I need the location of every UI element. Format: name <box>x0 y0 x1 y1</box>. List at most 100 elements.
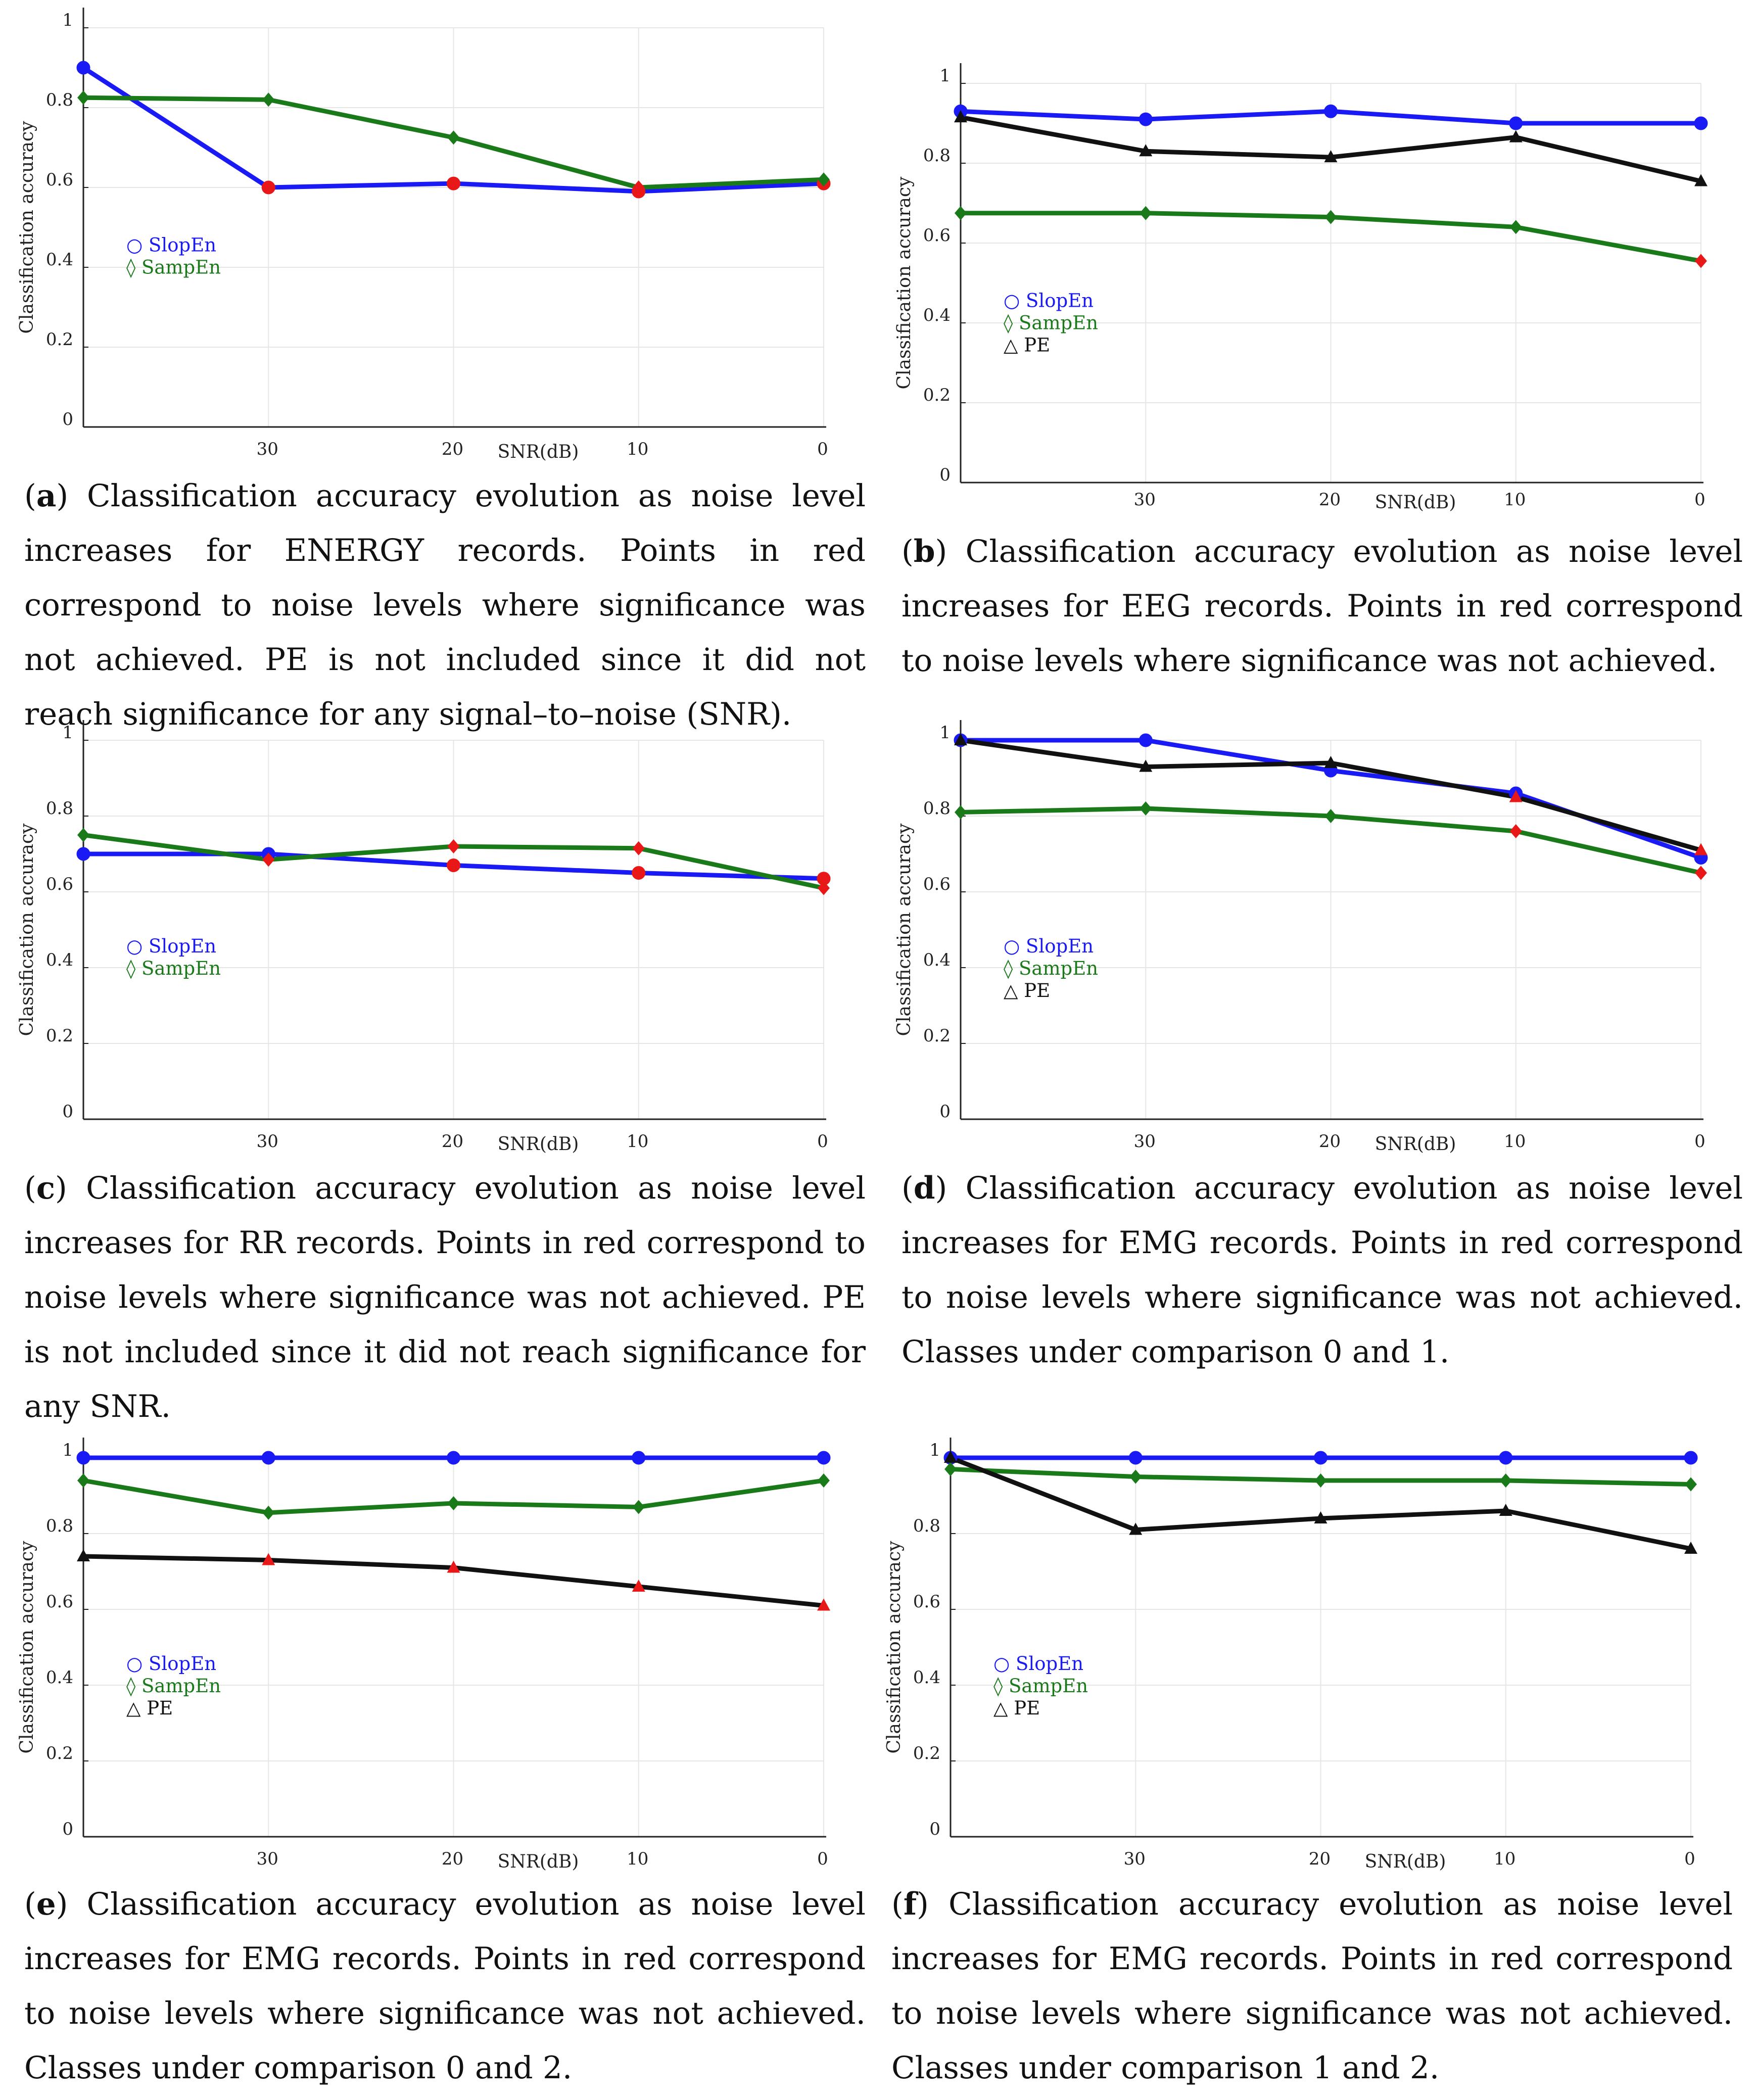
chart-c-ytick-label: 0.8 <box>46 798 73 819</box>
caption-d-label: d <box>913 1170 935 1206</box>
chart-a-xtick-label: 30 <box>257 439 278 459</box>
chart-f-series-slopen-point <box>1128 1451 1143 1465</box>
chart-panel-d: 0 0.2 0.4 0.6 0.8 1 30 20 10 0 SNR(dB) Classificati… <box>877 707 1755 1157</box>
chart-f-ytick-label: 0.8 <box>913 1516 940 1536</box>
caption-d-text: Classification accuracy evolution as noi… <box>902 1170 1743 1370</box>
chart-a: 0 0.2 0.4 0.6 0.8 1 30 20 10 0 SNR(dB) Classificati… <box>17 8 831 462</box>
chart-d-series-sampen-point <box>1509 824 1522 838</box>
chart-e-ytick-label: 0 <box>62 1819 73 1839</box>
chart-b-ytick-label: 0.8 <box>923 146 951 166</box>
chart-b-legend-pe: △ PE <box>1004 334 1050 356</box>
chart-d-series-pe-point <box>1694 843 1707 855</box>
chart-c-ytick-label: 0.6 <box>46 874 73 894</box>
chart-d-legend-sampen: ◊ SampEn <box>1004 958 1098 979</box>
chart-b-series-sampen-point <box>955 206 967 220</box>
caption-a-label: a <box>36 478 57 514</box>
chart-a-legend-sampen: ◊ SampEn <box>126 256 221 278</box>
chart-a-series-sampen-point <box>632 180 645 195</box>
chart-f-series-slopen-point <box>1684 1451 1698 1465</box>
chart-f-ytick-label: 0.2 <box>913 1743 940 1763</box>
chart-a-ytick-label: 0 <box>62 409 73 429</box>
chart-b-series-slopen-point <box>1509 116 1523 130</box>
chart-f: 0 0.2 0.4 0.6 0.8 1 30 20 10 0 SNR(dB) Classificati… <box>884 1438 1698 1872</box>
chart-e-series-sampen-point <box>818 1473 830 1488</box>
chart-b-series-pe-point <box>954 110 967 123</box>
caption-b: (b) Classification accuracy evolution as… <box>902 534 1743 679</box>
chart-b-series-sampen-point <box>1140 206 1152 220</box>
chart-c-xtick-label: 10 <box>627 1131 648 1152</box>
chart-a-ytick-label: 0.4 <box>46 250 73 270</box>
caption-c: (c) Classification accuracy evolution as… <box>24 1170 866 1424</box>
chart-b-series-pe-point <box>1139 144 1153 157</box>
chart-d-series-pe-point <box>1139 759 1153 772</box>
chart-d-ylabel: Classification accuracy <box>894 823 915 1036</box>
chart-c-xtick-label: 30 <box>257 1131 278 1152</box>
chart-c-series-sampen-point <box>262 852 275 867</box>
chart-d-series-slopen-point <box>1139 733 1153 747</box>
chart-c-series-sampen-point <box>77 828 89 842</box>
chart-e-series-slopen-point <box>817 1451 831 1465</box>
chart-b-ytick-label: 0 <box>939 465 951 485</box>
chart-f-series-pe-point <box>1684 1542 1697 1554</box>
chart-e-ylabel: Classification accuracy <box>17 1541 37 1754</box>
chart-a-ylabel: Classification accuracy <box>17 121 37 334</box>
caption-f-text: Classification accuracy evolution as noi… <box>891 1886 1733 2086</box>
chart-c-ytick-label: 0 <box>62 1102 73 1122</box>
chart-e-series-sampen-point <box>632 1500 645 1514</box>
chart-f-xtick-label: 0 <box>1684 1849 1695 1869</box>
chart-b-series-slopen-point <box>1324 104 1338 118</box>
chart-a-series-sampen-point <box>77 90 89 105</box>
chart-b-series-sampen-point <box>1324 210 1337 224</box>
chart-d-ytick-label: 0.6 <box>923 874 951 894</box>
chart-b-ylabel: Classification accuracy <box>894 176 915 390</box>
chart-c-xlabel: SNR(dB) <box>498 1134 579 1155</box>
chart-e-series-sampen-point <box>262 1505 275 1520</box>
chart-e-ytick-label: 0.6 <box>46 1592 73 1612</box>
chart-e-xtick-label: 0 <box>817 1849 828 1869</box>
chart-e-series-sampen-point <box>77 1473 89 1488</box>
caption-e-label: e <box>36 1886 56 1922</box>
chart-c-ytick-label: 0.4 <box>46 950 73 970</box>
chart-f-series-pe-point <box>1129 1522 1143 1535</box>
chart-d-xtick-label: 20 <box>1319 1131 1341 1152</box>
chart-f-series-sampen-point <box>1499 1473 1512 1488</box>
chart-d-ytick-label: 0.8 <box>923 798 951 819</box>
chart-b-legend-slopen: ○ SlopEn <box>1004 290 1094 311</box>
chart-a-series-slopen-point <box>447 176 460 190</box>
caption-e-text: Classification accuracy evolution as noi… <box>24 1886 866 2086</box>
chart-c-series-slopen-point <box>632 866 646 880</box>
chart-a-xtick-label: 20 <box>442 439 463 459</box>
chart-e-series-slopen-point <box>261 1451 275 1465</box>
chart-d-series-sampen-point <box>1140 801 1152 816</box>
chart-d-series-pe-point <box>1324 756 1338 768</box>
chart-a-series-slopen-point <box>76 61 90 75</box>
chart-d-ytick-label: 1 <box>939 723 951 743</box>
chart-d-series-pe-point <box>1509 790 1523 802</box>
caption-a: (a) Classification accuracy evolution as… <box>24 478 866 732</box>
caption-f: (f) Classification accuracy evolution as… <box>891 1886 1733 2086</box>
chart-e: 0 0.2 0.4 0.6 0.8 1 30 20 10 0 SNR(dB) Classificati… <box>17 1438 831 1872</box>
chart-b-series-pe-point <box>1509 130 1523 142</box>
chart-d-xlabel: SNR(dB) <box>1375 1134 1456 1155</box>
chart-a-ytick-label: 1 <box>62 10 73 30</box>
chart-b-xtick-label: 20 <box>1319 490 1341 510</box>
chart-d-series-pe-point <box>954 733 967 745</box>
chart-c: 0 0.2 0.4 0.6 0.8 1 30 20 10 0 SNR(dB) Classificati… <box>17 720 831 1155</box>
chart-e-series-sampen-point <box>447 1496 460 1510</box>
chart-a-legend-slopen: ○ SlopEn <box>126 234 216 256</box>
caption-d: (d) Classification accuracy evolution as… <box>902 1170 1743 1370</box>
chart-e-ytick-label: 1 <box>62 1440 73 1460</box>
chart-d-legend-slopen: ○ SlopEn <box>1004 935 1094 957</box>
chart-a-xtick-label: 0 <box>817 439 828 459</box>
chart-e-xlabel: SNR(dB) <box>498 1851 579 1872</box>
chart-a-ytick-label: 0.2 <box>46 329 73 350</box>
caption-b-text: Classification accuracy evolution as noi… <box>902 534 1743 679</box>
chart-e-xtick-label: 10 <box>627 1849 648 1869</box>
chart-b-xtick-label: 0 <box>1694 490 1705 510</box>
chart-d-xtick-label: 10 <box>1504 1131 1526 1152</box>
chart-d-xtick-label: 0 <box>1694 1131 1705 1152</box>
chart-d-ytick-label: 0 <box>939 1102 951 1122</box>
chart-e-series-pe-point <box>262 1553 275 1565</box>
chart-panel-c: 0 0.2 0.4 0.6 0.8 1 30 20 10 0 SNR(dB) Classificati… <box>0 707 877 1157</box>
chart-a-ytick-label: 0.8 <box>46 90 73 110</box>
